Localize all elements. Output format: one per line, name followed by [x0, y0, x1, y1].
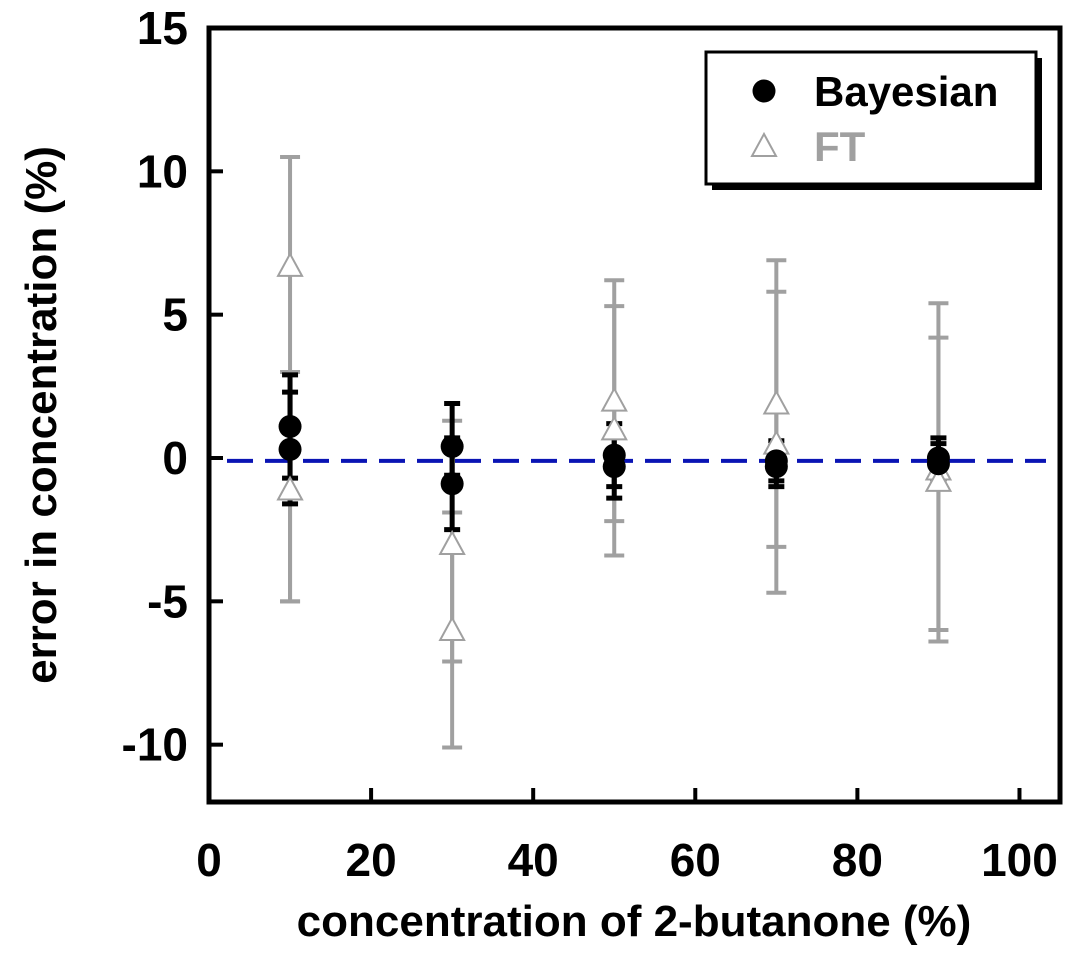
- bayesian-point-9: [926, 452, 950, 476]
- x-tick-label-0: 0: [196, 834, 222, 886]
- y-tick-label-10: 10: [137, 145, 188, 197]
- ft-point-4: [600, 386, 628, 412]
- x-tick-label-60: 60: [670, 834, 721, 886]
- y-tick-label-15: 15: [137, 2, 188, 54]
- bayesian-point-5: [602, 455, 626, 479]
- bayesian-point-3: [440, 472, 464, 496]
- legend-label-bayesian: Bayesian: [814, 68, 998, 115]
- marker-layer: [276, 251, 953, 641]
- legend-entries: Bayesian FT: [750, 68, 998, 170]
- ft-point-1: [276, 475, 304, 501]
- x-tick-label-20: 20: [346, 834, 397, 886]
- y-tick-label-5: 5: [162, 289, 188, 341]
- x-tick-label-100: 100: [981, 834, 1058, 886]
- bayesian-point-7: [764, 455, 788, 479]
- ft-point-5: [600, 415, 628, 441]
- legend-marker-bayesian: [752, 79, 776, 103]
- legend-label-ft: FT: [814, 123, 866, 170]
- y-tick-label-0: 0: [162, 432, 188, 484]
- plot-frame: [206, 25, 1063, 805]
- legend: Bayesian FT: [704, 50, 1042, 190]
- ft-point-0: [276, 251, 304, 277]
- tick-layer: [207, 26, 1022, 802]
- bayesian-point-2: [440, 435, 464, 459]
- y-axis-title: error in concentration (%): [17, 146, 66, 684]
- ft-point-3: [438, 615, 466, 641]
- ft-point-6: [762, 389, 791, 415]
- tick-label-layer: 0 20 40 60 80 100 -10 -5 0 5 10 15: [122, 2, 1058, 886]
- ft-point-2: [438, 529, 466, 555]
- ft-point-9: [924, 466, 953, 492]
- y-tick-label--5: -5: [147, 575, 188, 627]
- x-tick-label-80: 80: [832, 834, 883, 886]
- bayesian-point-1: [278, 437, 302, 461]
- y-tick-label--10: -10: [122, 719, 188, 771]
- x-axis-title: concentration of 2-butanone (%): [297, 897, 972, 946]
- legend-box: [704, 50, 1038, 186]
- x-tick-label-40: 40: [508, 834, 559, 886]
- bayesian-point-0: [278, 414, 302, 438]
- legend-marker-ft: [750, 131, 778, 157]
